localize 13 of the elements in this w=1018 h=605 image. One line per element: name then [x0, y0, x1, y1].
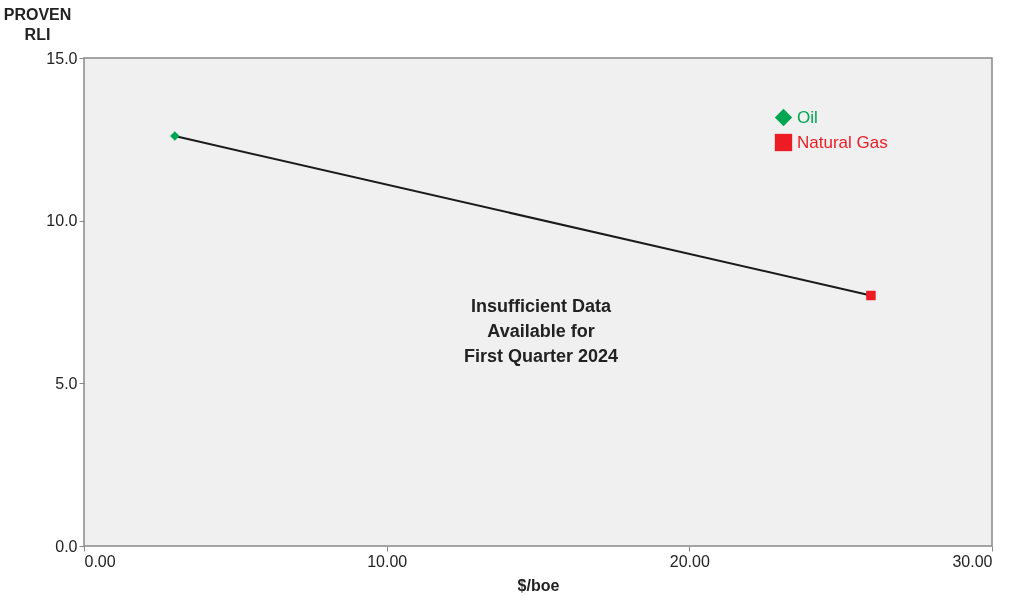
x-tick-label: 20.00 — [669, 552, 710, 570]
x-tick-label: 30.00 — [952, 552, 993, 570]
y-tick-label: 0.0 — [55, 537, 78, 555]
y-tick-label: 5.0 — [55, 374, 78, 392]
legend-label: Oil — [797, 107, 818, 127]
x-tick-label: 0.00 — [84, 552, 116, 570]
x-tick-label: 10.00 — [367, 552, 408, 570]
legend-label: Natural Gas — [797, 132, 888, 152]
y-axis-title: PROVEN RLI — [3, 5, 72, 43]
y-tick-label: 10.0 — [46, 212, 78, 230]
annotation: Insufficient Data Available for First Quarter 2024 — [463, 296, 619, 366]
x-axis-title: $/boe — [517, 576, 560, 594]
y-tick-label: 15.0 — [46, 49, 78, 67]
